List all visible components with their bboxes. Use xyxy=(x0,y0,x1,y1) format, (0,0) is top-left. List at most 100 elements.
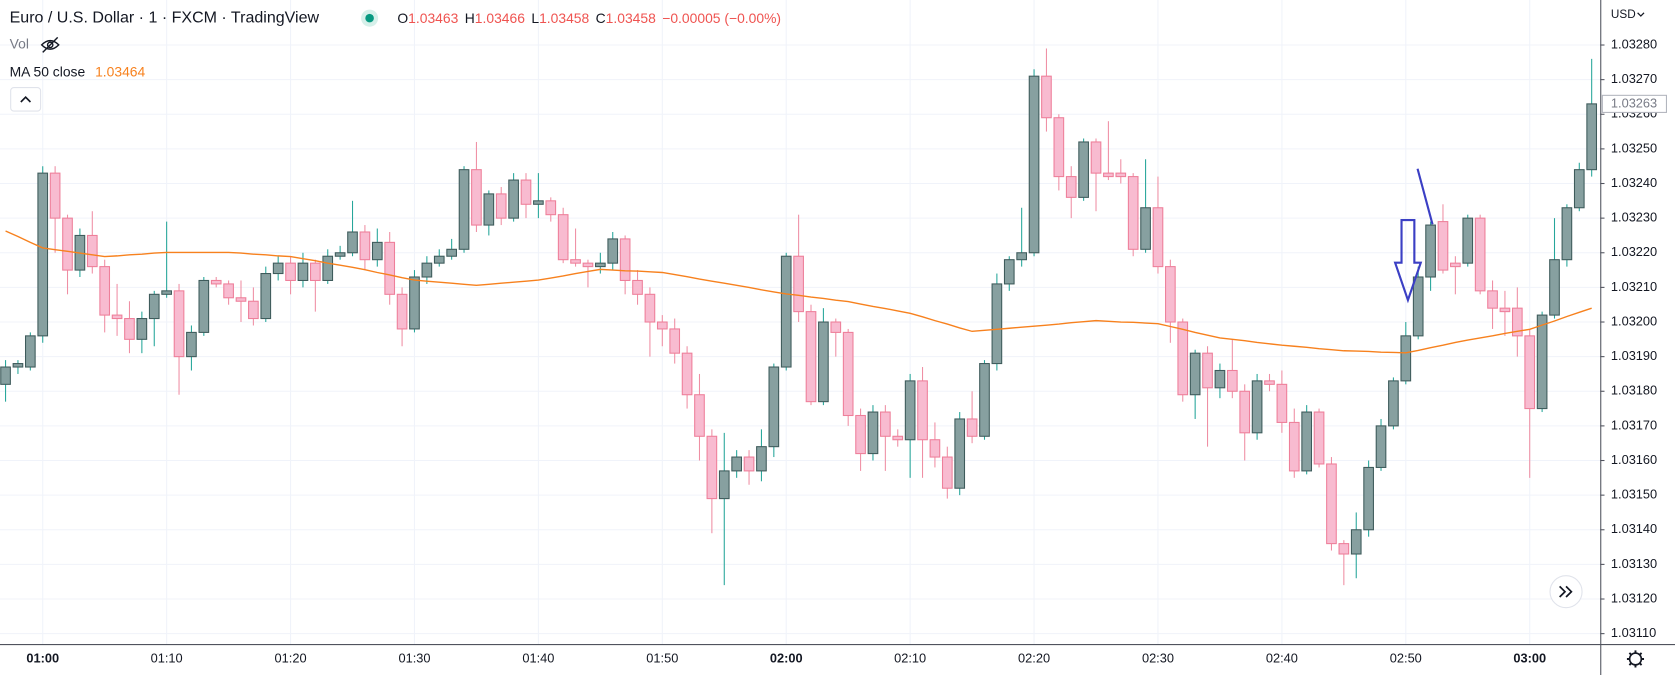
candle-body xyxy=(619,238,631,281)
candle-body xyxy=(570,259,581,264)
ohlc-label: O xyxy=(397,10,408,26)
candle-body xyxy=(148,293,160,320)
candle-body xyxy=(359,231,371,261)
y-tick-label: 1.03230 xyxy=(1611,210,1657,225)
candle-body xyxy=(842,331,854,417)
candle-body xyxy=(830,321,842,333)
candle-body xyxy=(867,411,879,455)
candle-body xyxy=(731,456,742,472)
candle-body xyxy=(198,279,210,333)
candle-body xyxy=(86,234,98,268)
candle-body xyxy=(1487,290,1498,309)
candle-body xyxy=(880,411,891,437)
candle-body xyxy=(743,456,755,472)
ohlc-values: O1.03463 H1.03466 L1.03458 C1.03458 −0.00005… xyxy=(397,10,781,26)
candle-body xyxy=(582,262,594,268)
candle-body xyxy=(780,255,792,368)
candle-body xyxy=(1313,411,1325,465)
volume-label[interactable]: Vol xyxy=(10,36,29,52)
candle-body xyxy=(99,266,111,316)
candle-body xyxy=(991,283,1003,365)
candle-body xyxy=(186,331,197,358)
candle-body xyxy=(904,380,916,441)
candle-body xyxy=(1388,380,1399,427)
candle-body xyxy=(595,262,606,268)
candle-body xyxy=(272,262,284,275)
y-tick-label: 1.03220 xyxy=(1611,244,1657,259)
collapse-chevron xyxy=(20,96,32,103)
candle-body xyxy=(1288,421,1300,472)
y-tick-label: 1.03190 xyxy=(1611,348,1657,363)
x-tick-label: 01:50 xyxy=(646,650,678,665)
candle-body xyxy=(557,214,569,261)
settings-gear[interactable] xyxy=(1626,650,1645,668)
ohlc-label: H xyxy=(465,10,475,26)
candle-body xyxy=(1462,217,1474,264)
candle-body xyxy=(62,217,73,271)
candle-body xyxy=(223,283,234,299)
candle-body xyxy=(756,446,767,472)
trend-line-drawing[interactable] xyxy=(1416,168,1434,225)
y-tick-label: 1.03140 xyxy=(1611,521,1657,536)
candle-body xyxy=(49,172,61,219)
ohlc-change: −0.00005 (−0.00%) xyxy=(662,10,781,26)
candle-body xyxy=(1078,141,1089,198)
candle-body xyxy=(0,366,11,385)
candle-body xyxy=(1127,176,1139,250)
market-status-dot[interactable] xyxy=(365,13,374,23)
candle-body xyxy=(1003,259,1015,285)
candle-body xyxy=(1239,390,1251,434)
candle-body xyxy=(1549,259,1560,316)
candle-body xyxy=(508,179,519,219)
collapse-button[interactable] xyxy=(10,87,42,112)
ma-label[interactable]: MA 50 close xyxy=(10,63,86,79)
candle-body xyxy=(718,470,730,500)
candle-body xyxy=(136,318,148,340)
candle-body xyxy=(260,273,272,320)
y-tick-label: 1.03270 xyxy=(1611,71,1657,86)
hidden-eye-icon[interactable] xyxy=(40,36,60,53)
x-tick-label: 03:00 xyxy=(1513,650,1546,665)
symbol-title: Euro / U.S. Dollar · 1 · FXCM · TradingV… xyxy=(10,8,320,26)
eye-slash xyxy=(42,36,59,53)
candle-body xyxy=(632,279,643,295)
y-tick-label: 1.03180 xyxy=(1611,383,1657,398)
x-tick-label: 02:50 xyxy=(1390,650,1422,665)
candle-body xyxy=(421,262,433,278)
x-tick-label: 01:40 xyxy=(522,650,554,665)
x-tick-label: 01:10 xyxy=(151,650,183,665)
candle-body xyxy=(818,321,829,403)
candle-body xyxy=(396,293,408,330)
candle-body xyxy=(371,241,383,261)
axes: 1.03110 1.03120 1.03130 1.03140 1.03150 1.031… xyxy=(26,36,1667,665)
candle-body xyxy=(1573,169,1585,209)
candle-body xyxy=(644,293,656,323)
y-tick-label: 1.03120 xyxy=(1611,590,1657,605)
ohlc-value: 1.03458 xyxy=(606,10,656,26)
y-tick-label: 1.03110 xyxy=(1611,625,1656,640)
candle-body xyxy=(433,255,445,264)
y-tick-label: 1.03170 xyxy=(1611,417,1657,432)
candle-body xyxy=(248,300,259,320)
ma-line xyxy=(5,230,1592,354)
candle-body xyxy=(1115,172,1127,178)
scroll-chevrons xyxy=(1559,585,1573,598)
candle-body xyxy=(1450,262,1461,268)
plot xyxy=(0,48,1598,586)
candle-body xyxy=(1586,103,1598,171)
candle-body xyxy=(297,262,309,281)
candle-body xyxy=(1437,221,1449,271)
candle-body xyxy=(1090,141,1102,174)
arrow-drawing[interactable] xyxy=(1393,218,1423,304)
last-price-box xyxy=(1601,94,1667,113)
candle-body xyxy=(347,231,358,254)
candle-body xyxy=(1065,176,1077,198)
candle-body xyxy=(1524,335,1536,410)
x-tick-label: 01:30 xyxy=(398,650,430,665)
candle-body xyxy=(458,169,470,250)
candle-body xyxy=(1561,207,1573,261)
ma-value: 1.03464 xyxy=(95,63,145,79)
currency-label[interactable]: USD xyxy=(1611,8,1636,21)
